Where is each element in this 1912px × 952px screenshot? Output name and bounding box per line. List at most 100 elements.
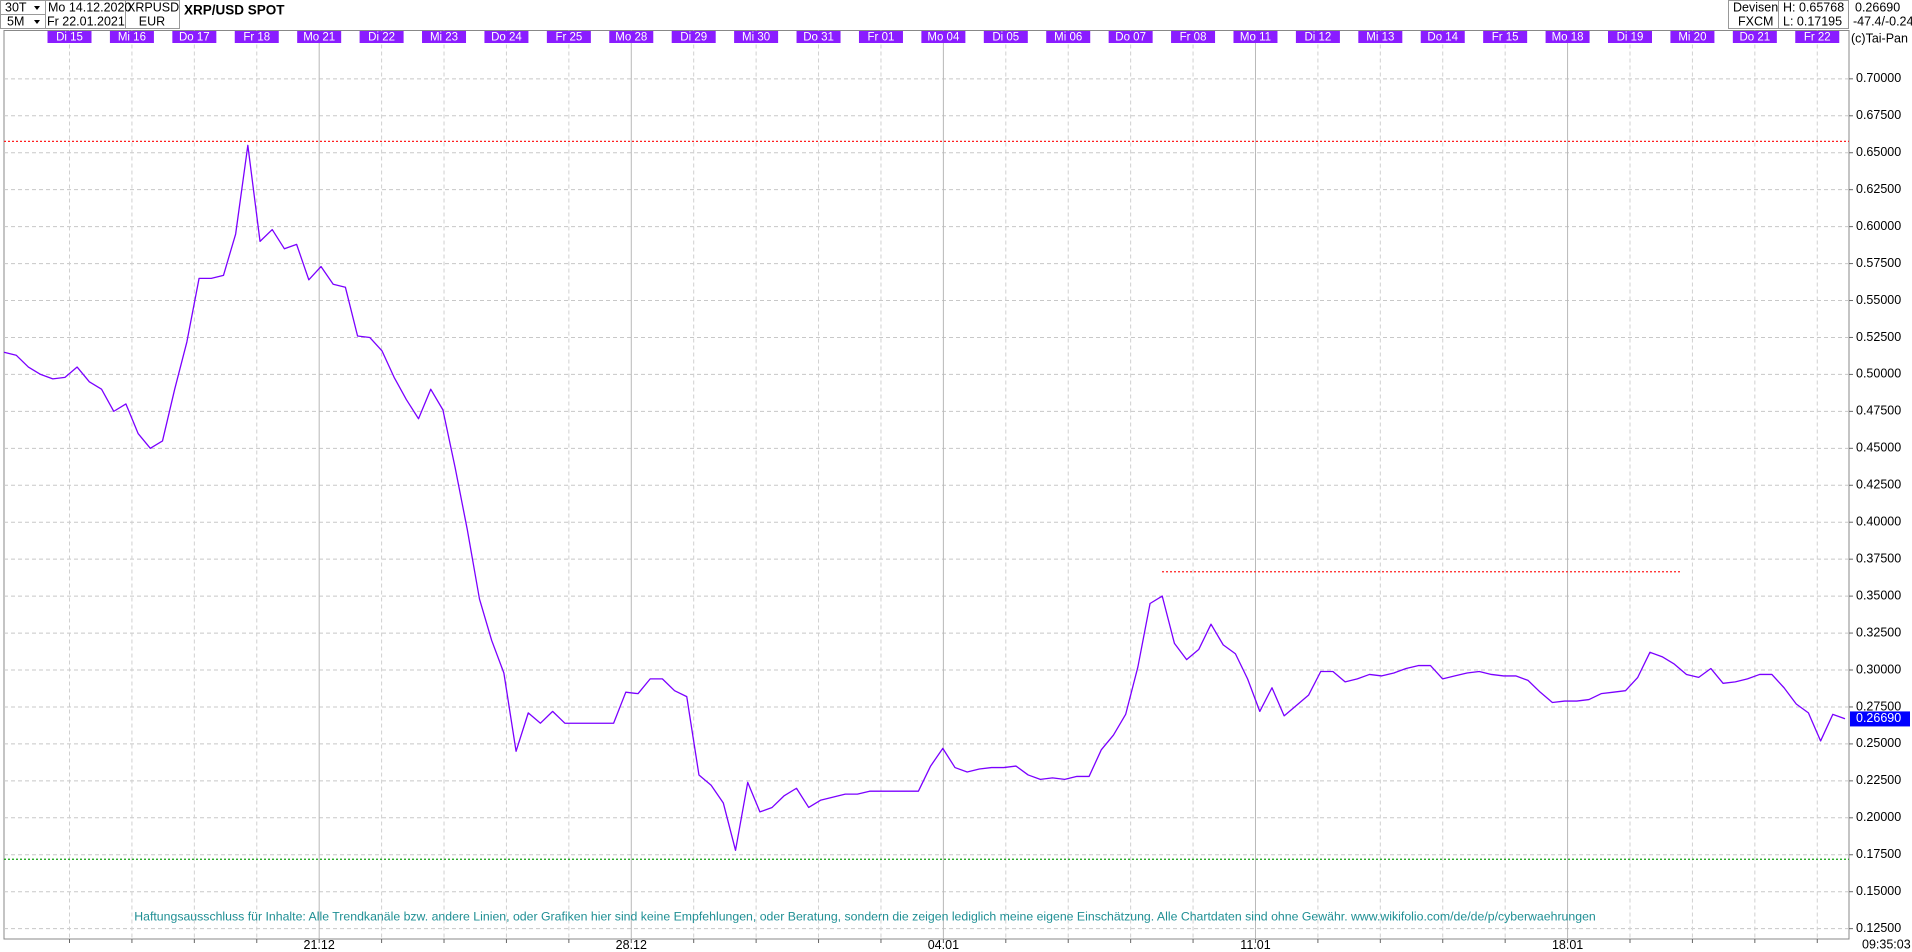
day-label: Fr 25 bbox=[555, 32, 582, 44]
y-tick-label: 0.47500 bbox=[1856, 404, 1901, 418]
day-label-box bbox=[1295, 31, 1340, 43]
y-tick-label: 0.32500 bbox=[1856, 625, 1901, 639]
day-label: Mo 11 bbox=[1240, 32, 1271, 44]
y-tick-label: 0.52500 bbox=[1856, 330, 1901, 344]
day-label-box bbox=[734, 31, 779, 43]
day-label-box bbox=[983, 31, 1028, 43]
day-label-box bbox=[1483, 31, 1528, 43]
day-label: Fr 08 bbox=[1180, 32, 1207, 44]
symbol-box bbox=[125, 0, 180, 29]
source: FXCM bbox=[1738, 14, 1773, 28]
low: L: 0.17195 bbox=[1783, 14, 1842, 28]
day-label-box bbox=[422, 31, 467, 43]
x-tick-label: 21.12 bbox=[304, 938, 335, 952]
day-label: Do 07 bbox=[1115, 32, 1146, 44]
day-label-box bbox=[546, 31, 591, 43]
day-label: Fr 22 bbox=[1804, 32, 1831, 44]
day-label: Do 24 bbox=[491, 32, 522, 44]
day-label: Do 21 bbox=[1739, 32, 1770, 44]
day-label-box bbox=[1670, 31, 1715, 43]
y-tick-label: 0.35000 bbox=[1856, 588, 1901, 602]
market: Devisen bbox=[1733, 0, 1778, 14]
price-line bbox=[3, 144, 1846, 851]
day-label: Do 14 bbox=[1427, 32, 1458, 44]
y-tick-label: 0.67500 bbox=[1856, 108, 1901, 122]
y-tick-label: 0.42500 bbox=[1856, 478, 1901, 492]
x-tick-label: 04.01 bbox=[928, 938, 959, 952]
day-label: Mi 13 bbox=[1366, 32, 1394, 44]
day-label: Di 22 bbox=[368, 32, 395, 44]
day-label: Mo 18 bbox=[1552, 32, 1584, 44]
day-label-box bbox=[921, 31, 966, 43]
y-tick-label: 0.70000 bbox=[1856, 71, 1901, 85]
day-label-box bbox=[1795, 31, 1840, 43]
day-label-box bbox=[1233, 31, 1278, 43]
date-box bbox=[45, 0, 126, 29]
day-label-box bbox=[1171, 31, 1216, 43]
day-label-box bbox=[1608, 31, 1652, 43]
period: 30T bbox=[5, 0, 27, 14]
symbol: XRPUSD bbox=[127, 0, 179, 14]
x-tick-label: 28.12 bbox=[616, 938, 647, 952]
y-tick-label: 0.27500 bbox=[1856, 699, 1901, 713]
chart-title: XRP/USD SPOT bbox=[184, 3, 285, 18]
day-label-box bbox=[484, 31, 529, 43]
day-label: Di 12 bbox=[1304, 32, 1331, 44]
currency: EUR bbox=[139, 14, 165, 28]
last: 0.26690 bbox=[1855, 0, 1900, 14]
y-tick-label: 0.50000 bbox=[1856, 367, 1901, 381]
y-tick-label: 0.30000 bbox=[1856, 662, 1901, 676]
interval: 5M bbox=[7, 14, 24, 28]
day-label: Do 17 bbox=[179, 32, 210, 44]
day-label: Mo 21 bbox=[303, 32, 335, 44]
day-label: Di 29 bbox=[680, 32, 707, 44]
day-label-box bbox=[671, 31, 716, 43]
day-label: Di 05 bbox=[992, 32, 1019, 44]
time: 09:35:03 bbox=[1862, 937, 1911, 951]
y-tick-label: 0.15000 bbox=[1856, 884, 1901, 898]
day-label-box bbox=[1732, 31, 1777, 43]
day-label: Do 31 bbox=[803, 32, 834, 44]
x-tick-label: 11.01 bbox=[1240, 938, 1270, 952]
y-tick-label: 0.62500 bbox=[1856, 182, 1901, 196]
day-label: Fr 18 bbox=[243, 32, 270, 44]
high: H: 0.65768 bbox=[1783, 0, 1844, 14]
y-tick-label: 0.45000 bbox=[1856, 441, 1901, 455]
y-tick-label: 0.17500 bbox=[1856, 847, 1901, 861]
day-label-box bbox=[1108, 31, 1153, 43]
y-tick-label: 0.25000 bbox=[1856, 736, 1901, 750]
day-label-box bbox=[796, 31, 841, 43]
range-box bbox=[1778, 0, 1849, 29]
day-label: Mi 30 bbox=[742, 32, 770, 44]
y-tick-label: 0.65000 bbox=[1856, 145, 1901, 159]
day-label-box bbox=[47, 31, 92, 43]
day-label-box bbox=[109, 31, 154, 43]
y-tick-label: 0.12500 bbox=[1856, 921, 1901, 935]
day-label: Mi 23 bbox=[430, 32, 458, 44]
y-tick-label: 0.40000 bbox=[1856, 515, 1901, 529]
date-to: Fr 22.01.2021 bbox=[47, 14, 125, 28]
day-label-box bbox=[1046, 31, 1091, 43]
copyright: (c)Tai-Pan bbox=[1851, 31, 1908, 45]
day-label-box bbox=[234, 31, 279, 43]
day-label-box bbox=[172, 31, 217, 43]
day-label-box bbox=[297, 31, 342, 43]
date-from: Mo 14.12.2020 bbox=[48, 0, 131, 14]
y-tick-label: 0.57500 bbox=[1856, 256, 1901, 270]
y-tick-label: 0.20000 bbox=[1856, 810, 1901, 824]
y-tick-label: 0.22500 bbox=[1856, 773, 1901, 787]
day-label: Mo 04 bbox=[927, 32, 960, 44]
last-price-label: 0.26690 bbox=[1856, 711, 1901, 725]
y-tick-label: 0.60000 bbox=[1856, 219, 1901, 233]
plot-frame bbox=[3, 30, 1850, 940]
day-label: Mi 06 bbox=[1054, 32, 1082, 44]
day-label: Fr 15 bbox=[1492, 32, 1519, 44]
dropdown-arrows bbox=[34, 6, 40, 24]
day-label-box bbox=[1545, 31, 1590, 43]
day-label: Di 19 bbox=[1617, 32, 1644, 44]
day-label: Mi 16 bbox=[118, 32, 146, 44]
day-label-box bbox=[858, 31, 903, 43]
